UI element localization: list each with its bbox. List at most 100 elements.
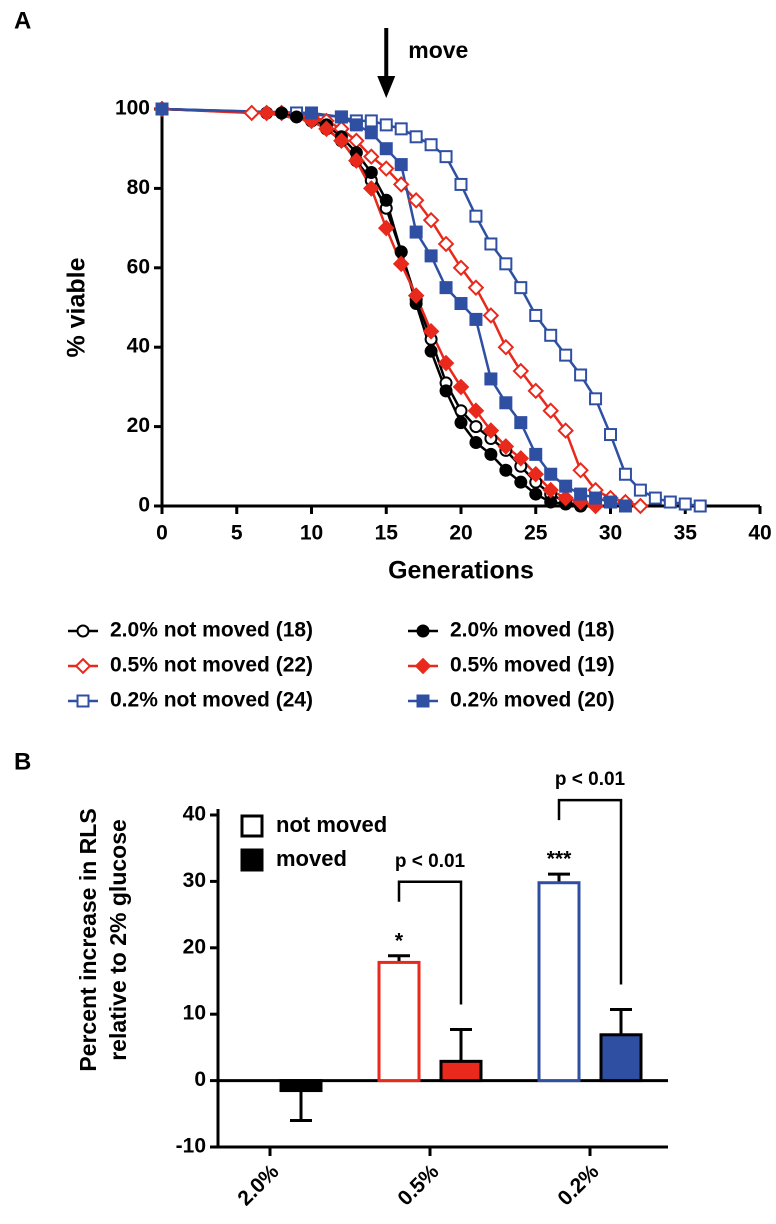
point	[439, 150, 453, 164]
legend-label: 2.0% not moved (18)	[110, 619, 313, 642]
legend-label: moved	[276, 846, 347, 871]
legend-label: 0.5% moved (19)	[450, 654, 615, 677]
point	[529, 487, 543, 501]
y-tick-label: 40	[127, 335, 150, 358]
error-bar	[610, 1008, 632, 1035]
point	[305, 106, 318, 120]
y-tick-label: 10	[183, 1002, 206, 1025]
point	[633, 483, 647, 497]
point	[290, 110, 304, 124]
bar	[439, 1059, 483, 1083]
point	[482, 307, 500, 324]
point	[499, 396, 513, 410]
point	[155, 102, 169, 116]
x-tick-label: 0.2%	[553, 1160, 603, 1210]
x-tick-label: 40	[748, 522, 771, 545]
point	[469, 312, 483, 326]
point	[693, 499, 707, 513]
point	[394, 122, 408, 136]
y-tick-label: 0	[194, 1068, 206, 1091]
legend-label: not moved	[276, 812, 387, 837]
y-tick-label: -10	[176, 1135, 206, 1158]
point	[439, 281, 453, 295]
series-line	[161, 107, 581, 508]
point	[648, 491, 662, 505]
point	[663, 495, 677, 509]
comparison-label: p < 0.01	[395, 851, 466, 872]
point	[514, 416, 528, 430]
point	[407, 192, 425, 209]
point	[467, 402, 485, 420]
point	[589, 392, 603, 406]
x-tick-label: 20	[449, 522, 472, 545]
y-tick-label: 20	[183, 935, 206, 958]
comparison-label: p < 0.01	[555, 769, 626, 790]
point	[409, 225, 423, 239]
point	[275, 106, 289, 120]
point	[589, 491, 603, 505]
move-arrowhead	[377, 76, 396, 98]
x-tick-label: 30	[599, 522, 622, 545]
point	[572, 461, 589, 479]
point	[452, 378, 470, 396]
x-tick-label: 0.5%	[393, 1160, 443, 1210]
point	[484, 447, 498, 461]
point	[559, 479, 573, 493]
point	[424, 249, 438, 263]
panel-label: A	[14, 7, 31, 34]
point	[333, 132, 350, 150]
point	[334, 110, 348, 124]
legend-marker	[74, 657, 92, 675]
point	[363, 180, 380, 197]
point	[574, 487, 588, 501]
point	[349, 118, 363, 132]
point	[364, 114, 378, 128]
y-axis-title: relative to 2% glucose	[105, 819, 131, 1061]
point	[379, 118, 393, 132]
point	[618, 499, 632, 513]
y-tick-label: 20	[127, 414, 150, 437]
point	[542, 402, 559, 420]
point	[529, 308, 543, 322]
point	[437, 354, 455, 372]
point	[364, 166, 378, 180]
point	[469, 209, 483, 223]
legend-marker	[76, 694, 90, 708]
comparison-bracket	[557, 798, 623, 985]
legend-marker	[416, 694, 430, 708]
y-tick-label: 0	[138, 494, 150, 517]
x-tick-label: 25	[524, 522, 548, 545]
point	[542, 481, 559, 499]
series-line	[161, 107, 701, 508]
legend-label: 0.2% moved (20)	[450, 689, 615, 712]
point	[499, 463, 513, 477]
point	[318, 120, 335, 138]
legend-marker	[76, 624, 90, 638]
point	[512, 450, 530, 467]
y-tick-label: 40	[183, 803, 206, 826]
y-axis-title: Percent increase in RLS	[75, 808, 101, 1071]
legend-marker	[416, 624, 430, 638]
point	[512, 362, 530, 380]
point	[377, 219, 395, 237]
y-tick-label: 60	[127, 255, 150, 278]
point	[559, 348, 573, 362]
legend-label: 0.5% not moved (22)	[110, 654, 313, 677]
panel-label: B	[14, 748, 31, 775]
y-axis-title: % viable	[63, 257, 91, 357]
point	[618, 467, 632, 481]
point	[348, 152, 365, 169]
x-tick-label: 10	[300, 522, 323, 545]
point	[437, 235, 455, 253]
point	[422, 323, 440, 340]
point	[497, 438, 515, 455]
point	[424, 138, 438, 152]
error-bar	[450, 1027, 472, 1062]
legend-swatch	[240, 814, 264, 838]
point	[454, 297, 468, 311]
bar	[537, 881, 581, 1083]
bar	[377, 960, 421, 1083]
comparison-bracket	[397, 880, 463, 1005]
point	[574, 368, 588, 382]
